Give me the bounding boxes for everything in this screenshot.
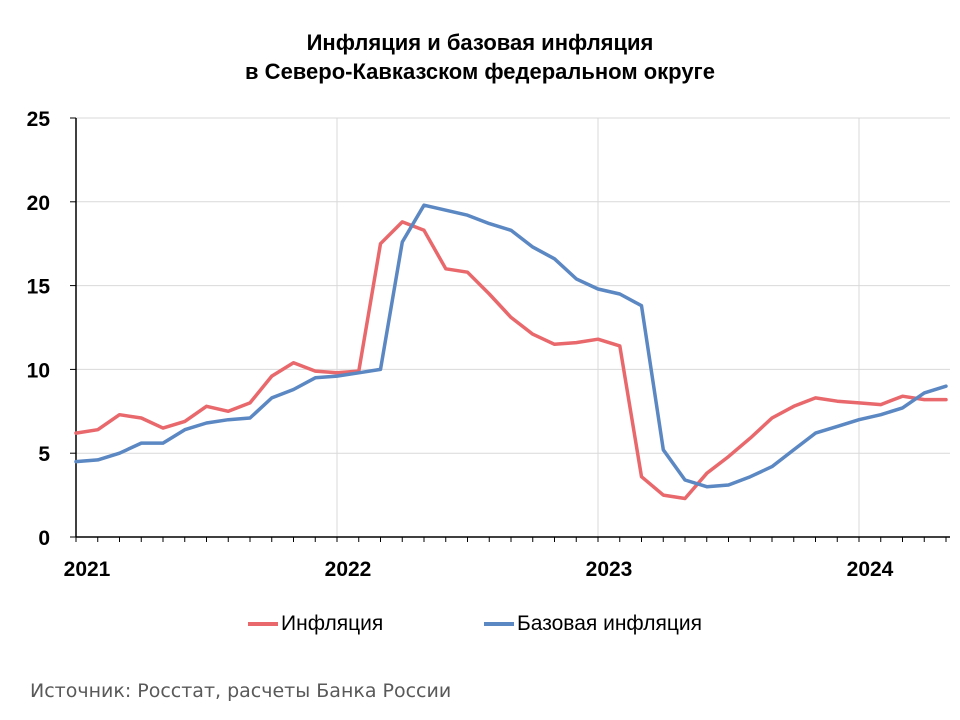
legend-label-inflation: Инфляция [281, 612, 384, 635]
legend: Инфляция Базовая инфляция [0, 612, 960, 642]
legend-item-inflation: Инфляция [248, 612, 383, 636]
legend-swatch-core [484, 622, 514, 626]
chart-title-line2: в Северо-Кавказском федеральном округе [245, 59, 715, 84]
y-tick-label-15: 15 [27, 276, 51, 299]
y-tick-label-5: 5 [38, 443, 50, 466]
x-tick-label-2022: 2022 [325, 558, 372, 581]
series-line-core [74, 203, 948, 489]
x-tick-label-2024: 2024 [847, 558, 894, 581]
y-tick-label-0: 0 [38, 527, 50, 550]
source-note: Источник: Росстат, расчеты Банка России [30, 680, 452, 702]
series-line-inflation [74, 220, 948, 501]
legend-item-core: Базовая инфляция [484, 612, 702, 636]
x-tick-label-2023: 2023 [586, 558, 633, 581]
legend-label-core: Базовая инфляция [517, 612, 703, 635]
chart-title-line1: Инфляция и базовая инфляция [306, 30, 654, 55]
y-tick-label-20: 20 [27, 192, 50, 215]
legend-swatch-inflation [248, 622, 278, 626]
chart-title: Инфляция и базовая инфляция в Северо-Кав… [0, 28, 960, 86]
x-tick-label-2021: 2021 [64, 558, 111, 581]
y-tick-label-25: 25 [27, 108, 51, 131]
y-tick-label-10: 10 [27, 359, 50, 382]
